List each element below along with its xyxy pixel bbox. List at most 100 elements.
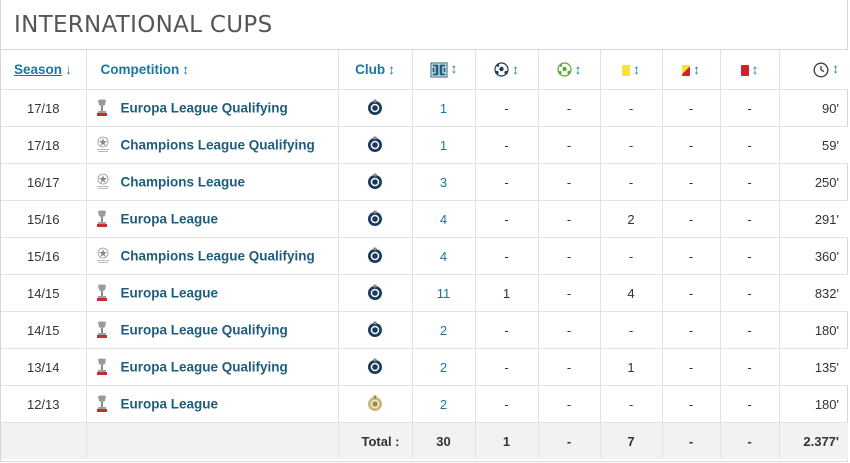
assists-cell: - xyxy=(537,89,601,127)
sort-icon[interactable]: ↕ xyxy=(182,62,189,77)
appearances-icon xyxy=(430,62,448,78)
season-cell: 15/16 xyxy=(1,200,87,238)
appearances-link[interactable]: 1 xyxy=(439,100,448,116)
appearances-link[interactable]: 2 xyxy=(439,396,448,412)
competition-link[interactable]: Europa League Qualifying xyxy=(120,359,288,375)
table-row: 14/15 Europa League Qualifying 2- - - - -180' xyxy=(1,311,848,349)
minutes-cell: 90' xyxy=(778,89,848,127)
appearances-link[interactable]: 4 xyxy=(439,248,448,264)
sort-icon[interactable]: ↕ xyxy=(832,61,839,77)
assists-cell: - xyxy=(537,163,601,201)
goals-cell: - xyxy=(474,89,539,127)
champions-cup-icon xyxy=(95,247,109,265)
yellow-cards-header[interactable]: ↕ xyxy=(599,50,663,90)
sort-icon[interactable]: ↕ xyxy=(512,61,519,77)
competition-cell: Europa League Qualifying xyxy=(85,311,339,349)
goals-cell: - xyxy=(474,348,539,386)
goals-header[interactable]: ↕ xyxy=(474,50,539,90)
yellow-cards-cell: - xyxy=(599,89,663,127)
appearances-header[interactable]: ↕ xyxy=(411,50,476,90)
appearances-link[interactable]: 1 xyxy=(439,137,448,153)
season-cell: 14/15 xyxy=(1,311,87,349)
red-cards-cell: - xyxy=(719,274,780,312)
season-cell: 13/14 xyxy=(1,348,87,386)
club-header[interactable]: Club ↕ xyxy=(337,50,413,90)
sort-icon[interactable]: ↕ xyxy=(450,61,458,77)
second-yellow-cell: - xyxy=(661,200,721,238)
red-cards-cell: - xyxy=(719,200,780,238)
champions-cup-icon xyxy=(95,173,109,191)
stats-table: Season ↓ Competition ↕ Club ↕ ↕ ↕ ↕ xyxy=(1,50,848,459)
sort-desc-icon[interactable]: ↓ xyxy=(65,62,72,77)
club-cell xyxy=(337,237,413,275)
club-crest-icon[interactable] xyxy=(367,136,383,154)
appearances-link[interactable]: 2 xyxy=(439,322,448,338)
appearances-link[interactable]: 4 xyxy=(439,211,448,227)
table-row: 14/15 Europa League 11 1-4- -832' xyxy=(1,274,848,312)
competition-cell: Europa League xyxy=(85,200,339,238)
competition-link[interactable]: Europa League Qualifying xyxy=(120,100,288,116)
season-header[interactable]: Season ↓ xyxy=(1,50,87,90)
club-crest-icon[interactable] xyxy=(367,321,383,339)
totals-label: Total : xyxy=(337,422,413,459)
totals-minutes: 2.377' xyxy=(778,422,848,459)
red-cards-header[interactable]: ↕ xyxy=(719,50,780,90)
yellow-card-icon xyxy=(622,64,631,76)
minutes-header[interactable]: ↕ xyxy=(778,50,848,90)
red-cards-cell: - xyxy=(719,237,780,275)
red-cards-cell: - xyxy=(719,311,780,349)
competition-cell: Europa League Qualifying xyxy=(85,89,339,127)
europa-cup-icon xyxy=(95,99,109,117)
appearances-cell: 3 xyxy=(411,163,476,201)
second-yellow-cell: - xyxy=(661,163,721,201)
club-crest-icon[interactable] xyxy=(367,247,383,265)
competition-link[interactable]: Europa League xyxy=(120,211,219,227)
competition-header[interactable]: Competition ↕ xyxy=(85,50,339,90)
champions-cup-icon xyxy=(95,136,109,154)
competition-link[interactable]: Champions League xyxy=(120,174,246,190)
competition-link[interactable]: Europa League Qualifying xyxy=(120,322,288,338)
competition-link[interactable]: Europa League xyxy=(120,285,219,301)
competition-cell: Champions League Qualifying xyxy=(85,237,339,275)
club-cell xyxy=(337,311,413,349)
club-crest-icon[interactable] xyxy=(367,395,383,413)
appearances-cell: 2 xyxy=(411,311,476,349)
totals-goals: 1 xyxy=(474,422,539,459)
assists-cell: - xyxy=(537,126,601,164)
appearances-link[interactable]: 11 xyxy=(436,285,451,301)
assists-cell: - xyxy=(537,385,601,423)
goals-icon xyxy=(494,62,509,78)
competition-link[interactable]: Champions League Qualifying xyxy=(120,248,315,264)
assists-cell: - xyxy=(537,237,601,275)
competition-cell: Europa League Qualifying xyxy=(85,348,339,386)
season-cell: 14/15 xyxy=(1,274,87,312)
sort-icon[interactable]: ↕ xyxy=(751,62,759,77)
appearances-link[interactable]: 3 xyxy=(439,174,448,190)
minutes-cell: 360' xyxy=(778,237,848,275)
appearances-link[interactable]: 2 xyxy=(439,359,448,375)
season-cell: 12/13 xyxy=(1,385,87,423)
yellow-cards-cell: 4 xyxy=(599,274,663,312)
sort-icon[interactable]: ↕ xyxy=(693,62,700,77)
second-yellow-header[interactable]: ↕ xyxy=(661,50,721,90)
competition-link[interactable]: Europa League xyxy=(120,396,219,412)
club-crest-icon[interactable] xyxy=(367,284,383,302)
sort-icon[interactable]: ↕ xyxy=(388,62,395,77)
yellow-cards-cell: - xyxy=(599,126,663,164)
club-cell xyxy=(337,126,413,164)
yellow-cards-cell: - xyxy=(599,163,663,201)
totals-yellow: 7 xyxy=(599,422,663,459)
assists-cell: - xyxy=(537,200,601,238)
appearances-cell: 2 xyxy=(411,385,476,423)
competition-link[interactable]: Champions League Qualifying xyxy=(120,137,315,153)
table-row: 13/14 Europa League Qualifying 2- -1- -135' xyxy=(1,348,848,386)
club-crest-icon[interactable] xyxy=(367,358,383,376)
club-crest-icon[interactable] xyxy=(367,99,383,117)
europa-cup-icon xyxy=(95,210,109,228)
sort-icon[interactable]: ↕ xyxy=(574,61,582,77)
club-cell xyxy=(337,385,413,423)
club-crest-icon[interactable] xyxy=(367,210,383,228)
sort-icon[interactable]: ↕ xyxy=(633,62,640,77)
club-crest-icon[interactable] xyxy=(367,173,383,191)
assists-header[interactable]: ↕ xyxy=(537,50,601,90)
